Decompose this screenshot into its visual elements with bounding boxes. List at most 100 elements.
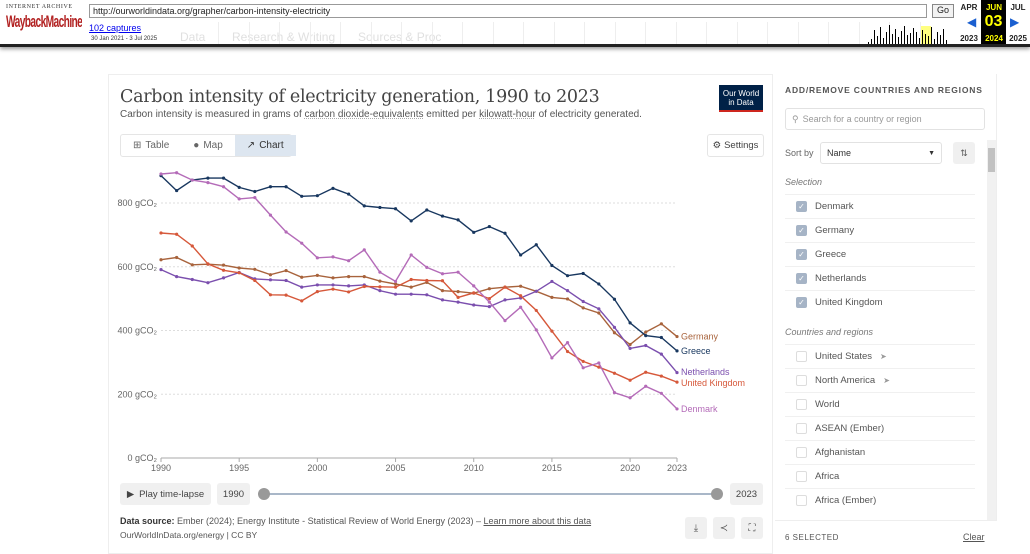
data-point — [659, 335, 663, 340]
region-item[interactable]: United States ➤ — [785, 344, 975, 368]
series-line-netherlands — [160, 268, 678, 374]
capture-bar — [895, 29, 896, 44]
region-item[interactable]: Africa — [785, 464, 975, 488]
wayback-logo[interactable]: INTERNET ARCHIVE WaybackMachine — [6, 4, 82, 42]
checkbox[interactable] — [796, 495, 807, 506]
data-point — [284, 268, 288, 273]
settings-button[interactable]: ⚙ Settings — [707, 134, 764, 157]
scrollbar-thumb[interactable] — [988, 148, 995, 172]
region-item[interactable]: Afghanistan — [785, 440, 975, 464]
prev-year[interactable]: 2023 — [960, 34, 978, 43]
selected-item[interactable]: ✓ Denmark — [785, 194, 975, 218]
checkbox[interactable] — [796, 471, 807, 482]
co2e-link[interactable]: carbon dioxide-equivalents — [304, 109, 424, 120]
fullscreen-button[interactable]: ⛶ — [741, 517, 763, 539]
gear-icon: ⚙ — [712, 140, 722, 151]
data-point — [425, 208, 429, 212]
sidebar-scrollbar[interactable] — [987, 140, 996, 520]
data-point — [300, 285, 304, 289]
start-year-handle[interactable] — [258, 488, 270, 500]
owid-logo[interactable]: Our World in Data — [719, 85, 763, 112]
selected-item[interactable]: ✓ Germany — [785, 218, 975, 242]
checkbox[interactable] — [796, 399, 807, 410]
capture-bar — [946, 40, 947, 44]
region-item[interactable]: ASEAN (Ember) — [785, 416, 975, 440]
x-tick-label: 2005 — [386, 463, 406, 473]
tab-map[interactable]: ● Map — [181, 135, 235, 156]
data-point — [565, 297, 570, 301]
play-label: Play time-lapse — [139, 488, 205, 500]
download-button[interactable]: ⤓ — [685, 517, 707, 539]
capture-bar — [934, 39, 935, 44]
x-tick-label: 1995 — [229, 463, 249, 473]
play-timelapse-button[interactable]: ▶ Play time-lapse — [120, 483, 211, 505]
data-point — [456, 300, 460, 304]
data-point — [159, 258, 163, 262]
capture-bar — [919, 38, 920, 44]
tab-chart[interactable]: ↗ Chart — [234, 135, 296, 156]
search-icon: ⚲ — [792, 113, 799, 124]
checkbox-checked[interactable]: ✓ — [796, 201, 807, 212]
timeline-year-divider — [553, 22, 555, 44]
end-year-label: 2023 — [730, 483, 763, 505]
next-capture-arrow-icon[interactable]: ▶ — [1010, 15, 1020, 29]
series-label: Netherlands — [681, 367, 730, 377]
data-point — [331, 276, 335, 280]
region-item[interactable]: World — [785, 392, 975, 416]
region-item[interactable]: Africa (Ember) — [785, 488, 975, 512]
checkbox-checked[interactable]: ✓ — [796, 249, 807, 260]
sort-order-icon: ⇅ — [960, 147, 968, 158]
sort-order-button[interactable]: ⇅ — [953, 142, 975, 164]
prev-month[interactable]: APR — [960, 3, 978, 12]
kwh-link[interactable]: kilowatt-hour — [479, 109, 536, 120]
captures-link[interactable]: 102 captures — [89, 23, 142, 33]
logo-main-text: WaybackMachine — [6, 12, 82, 31]
data-point — [237, 185, 241, 189]
data-point — [581, 359, 585, 364]
checkbox[interactable] — [796, 375, 807, 386]
end-year-handle[interactable] — [711, 488, 723, 500]
checkbox-checked[interactable]: ✓ — [796, 273, 807, 284]
data-point — [440, 214, 445, 218]
clear-button[interactable]: Clear — [963, 532, 985, 542]
data-point — [362, 284, 366, 289]
learn-more-link[interactable]: Learn more about this data — [483, 516, 592, 526]
caret-down-icon: ▼ — [928, 149, 935, 157]
series-line-germany — [160, 256, 678, 346]
next-year[interactable]: 2025 — [1009, 34, 1027, 43]
data-point — [237, 266, 241, 270]
sidebar-heading: ADD/REMOVE COUNTRIES AND REGIONS — [785, 85, 983, 95]
checkbox[interactable] — [796, 423, 807, 434]
data-point — [393, 207, 398, 211]
wayback-go-button[interactable]: Go — [932, 4, 954, 18]
prev-capture-arrow-icon[interactable]: ◀ — [967, 15, 977, 29]
next-month[interactable]: JUL — [1010, 3, 1026, 12]
selected-item[interactable]: ✓ Greece — [785, 242, 975, 266]
tab-table[interactable]: ⊞ Table — [121, 135, 181, 156]
selected-item[interactable]: ✓ United Kingdom — [785, 290, 975, 314]
country-search-input[interactable]: ⚲ Search for a country or region — [785, 108, 985, 130]
item-label: Africa (Ember) — [815, 495, 877, 506]
data-point — [206, 281, 210, 285]
timeline-year-divider — [797, 22, 799, 44]
checkbox[interactable] — [796, 447, 807, 458]
data-point — [675, 407, 679, 411]
data-point — [472, 291, 476, 295]
subtitle-text: Carbon intensity is measured in grams of — [120, 109, 305, 120]
sort-select[interactable]: Name ▼ — [820, 142, 942, 164]
checkbox-checked[interactable]: ✓ — [796, 225, 807, 236]
data-point — [440, 279, 445, 283]
selected-item[interactable]: ✓ Netherlands — [785, 266, 975, 290]
data-point — [612, 391, 617, 395]
capture-timeline[interactable] — [218, 22, 948, 44]
data-point — [628, 378, 632, 382]
share-button[interactable]: ≺ — [713, 517, 735, 539]
checkbox-checked[interactable]: ✓ — [796, 297, 807, 308]
wayback-url-input[interactable]: http://ourworldindata.org/grapher/carbon… — [89, 4, 927, 18]
timeline-slider[interactable] — [264, 493, 717, 495]
checkbox[interactable] — [796, 351, 807, 362]
region-item[interactable]: North America ➤ — [785, 368, 975, 392]
data-point — [487, 304, 491, 309]
data-point — [268, 213, 273, 217]
start-year-label: 1990 — [217, 483, 250, 505]
